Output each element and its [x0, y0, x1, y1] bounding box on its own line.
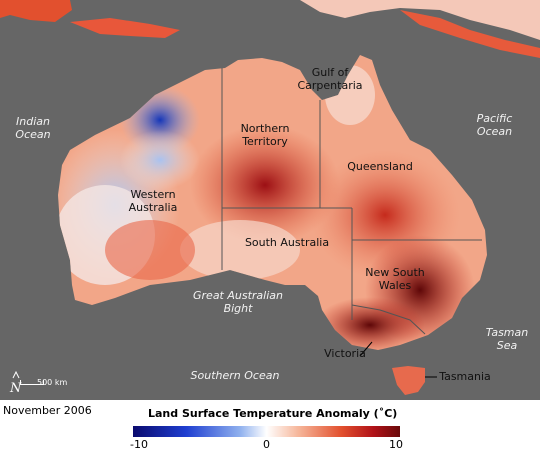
island-borneo [0, 0, 72, 22]
label-victoria: Victoria [324, 347, 366, 360]
label-queensland: Queensland [347, 160, 413, 173]
island-new-guinea-south [400, 10, 540, 58]
legend-min-label: -10 [130, 438, 148, 451]
tasmania-island [392, 366, 425, 395]
scale-bar [20, 380, 44, 385]
map-svg: N [0, 0, 540, 396]
state-borders [221, 68, 482, 335]
svg-text:N: N [9, 381, 22, 396]
label-tasman-sea: Tasman Sea [485, 326, 529, 352]
label-pacific-ocean: Pacific Ocean [476, 112, 513, 138]
legend-mid-label: 0 [263, 438, 270, 451]
label-south-australia: South Australia [244, 236, 330, 249]
australia-landmass [58, 55, 487, 350]
legend-max-label: 10 [389, 438, 403, 451]
date-label: November 2006 [3, 404, 92, 417]
label-great-australian-bight: Great Australian Bight [193, 289, 283, 315]
island-new-guinea [300, 0, 540, 40]
label-indian-ocean: Indian Ocean [15, 115, 51, 141]
label-northern-territory: Northern Territory [240, 122, 290, 148]
label-new-south-wales: New South Wales [365, 266, 425, 292]
legend-colorbar [133, 426, 400, 437]
label-tasmania: Tasmania [439, 370, 491, 383]
legend-title: Land Surface Temperature Anomaly (˚C) [148, 407, 398, 420]
victoria-leader [359, 341, 373, 357]
scale-label: 500 km [37, 378, 68, 387]
legend-panel [0, 400, 540, 451]
island-lesser-sunda [70, 18, 180, 38]
label-southern-ocean: Southern Ocean [190, 369, 280, 382]
north-arrow-icon: N [9, 370, 22, 396]
label-western-australia: Western Australia [128, 188, 178, 214]
map-canvas: N Gulf of Carpentaria Indian Ocean Pacif… [0, 0, 540, 400]
label-gulf-of-carpentaria: Gulf of Carpentaria [297, 66, 363, 92]
